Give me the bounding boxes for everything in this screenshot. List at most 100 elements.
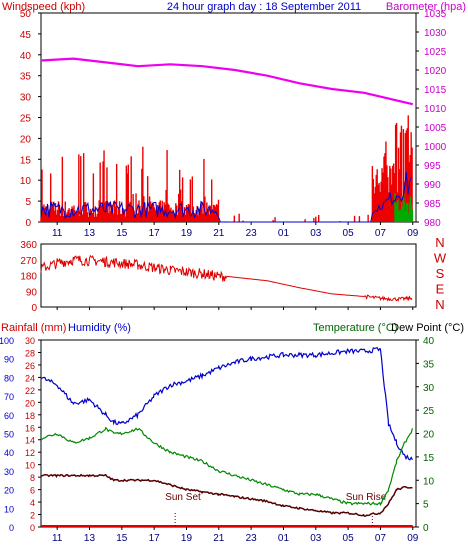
wind-y-tick: 50: [20, 9, 32, 20]
temperature-label: Temperature (°C): [313, 322, 397, 334]
baro-y-tick: 1035: [424, 9, 447, 20]
date-title: 24 hour graph day : 18 September 2011: [167, 1, 361, 13]
baro-y-tick: 1015: [424, 85, 447, 96]
x-tick-label: 17: [149, 533, 161, 544]
rain-y-tick: 20: [25, 398, 35, 408]
baro-y-tick: 995: [424, 161, 441, 172]
humidity-y-tick: 100: [0, 336, 14, 346]
baro-y-tick: 1020: [424, 66, 447, 77]
rain-y-tick: 16: [25, 423, 35, 433]
direction-y-tick: 0: [31, 303, 37, 314]
humidity-line: [40, 346, 413, 461]
humidity-y-tick: 10: [4, 504, 14, 514]
x-tick-label: 11: [52, 228, 63, 239]
x-tick-label: 01: [278, 228, 290, 239]
x-tick-label: 09: [407, 228, 419, 239]
temp-y-tick: 20: [423, 430, 435, 441]
wind-average-line: [40, 172, 412, 223]
x-tick-label: 19: [181, 533, 193, 544]
rain-y-tick: 26: [25, 361, 35, 371]
direction-y-tick: 90: [26, 287, 38, 298]
wind-y-tick: 20: [20, 134, 32, 145]
plot-frame-2: [40, 243, 417, 308]
rain-y-tick: 30: [25, 336, 35, 346]
baro-y-tick: 980: [424, 218, 441, 229]
x-tick-label: 21: [213, 533, 225, 544]
wind-y-tick: 5: [25, 197, 31, 208]
temp-y-tick: 25: [423, 406, 435, 417]
humidity-y-tick: 0: [9, 523, 14, 533]
dewpoint-line: [40, 473, 413, 517]
temp-y-tick: 10: [423, 476, 435, 487]
temp-y-tick: 15: [423, 453, 435, 464]
humidity-y-tick: 40: [4, 448, 14, 458]
rain-y-tick: 24: [25, 373, 35, 383]
temp-y-tick: 0: [423, 523, 429, 534]
temp-y-tick: 5: [423, 500, 429, 511]
wind-y-tick: 10: [20, 176, 32, 187]
sunset-label: Sun Set: [165, 492, 201, 503]
rain-y-tick: 14: [25, 436, 35, 446]
compass-label: S: [436, 266, 445, 281]
rain-y-tick: 4: [30, 498, 35, 508]
humidity-y-tick: 20: [4, 486, 14, 496]
baro-y-tick: 1005: [424, 123, 447, 134]
barometer-line: [40, 57, 414, 106]
rainfall-label: Rainfall (mm): [1, 322, 66, 334]
x-tick-label: 23: [246, 533, 258, 544]
direction-y-tick: 270: [20, 256, 37, 267]
rain-y-tick: 6: [30, 486, 35, 496]
rain-y-tick: 28: [25, 348, 35, 358]
compass-label: N: [435, 297, 444, 312]
rain-y-tick: 2: [30, 511, 35, 521]
humidity-y-tick: 90: [4, 355, 14, 365]
x-tick-label: 03: [310, 533, 322, 544]
baro-y-tick: 990: [424, 180, 441, 191]
baro-y-tick: 985: [424, 199, 441, 210]
rain-y-tick: 22: [25, 386, 35, 396]
x-tick-label: 09: [407, 533, 419, 544]
rain-y-tick: 12: [25, 448, 35, 458]
x-tick-label: 07: [375, 228, 387, 239]
x-tick-label: 13: [84, 533, 96, 544]
wind-y-tick: 45: [20, 30, 32, 41]
x-tick-label: 07: [375, 533, 387, 544]
x-tick-label: 13: [84, 228, 96, 239]
humidity-y-tick: 50: [4, 430, 14, 440]
direction-y-tick: 360: [20, 240, 37, 251]
humidity-label: Humidity (%): [68, 322, 131, 334]
humidity-y-tick: 80: [4, 373, 14, 383]
x-tick-label: 23: [246, 228, 258, 239]
x-tick-label: 05: [343, 533, 355, 544]
windspeed-title: Windspeed (kph): [2, 1, 85, 13]
temp-y-tick: 30: [423, 383, 435, 394]
plot-frame-1: [40, 12, 417, 223]
baro-y-tick: 1030: [424, 28, 447, 39]
dewpoint-label: Dew Point (°C): [391, 322, 464, 334]
temp-y-tick: 35: [423, 359, 435, 370]
rain-y-tick: 18: [25, 411, 35, 421]
baro-y-tick: 1010: [424, 104, 447, 115]
compass-label: W: [434, 251, 447, 266]
rain-y-tick: 8: [30, 473, 35, 483]
humidity-y-tick: 70: [4, 392, 14, 402]
compass-label: E: [436, 282, 445, 297]
x-tick-label: 03: [310, 228, 322, 239]
x-tick-label: 05: [343, 228, 355, 239]
compass-label: N: [435, 235, 444, 250]
baro-y-tick: 1025: [424, 47, 447, 58]
direction-y-tick: 180: [20, 272, 37, 283]
x-tick-label: 15: [116, 533, 128, 544]
wind-y-tick: 40: [20, 51, 32, 62]
temp-y-tick: 40: [423, 336, 435, 347]
x-tick-label: 01: [278, 533, 290, 544]
wind-y-tick: 15: [20, 155, 32, 166]
x-tick-label: 11: [52, 533, 63, 544]
wind-y-tick: 35: [20, 72, 32, 83]
x-tick-label: 19: [181, 228, 193, 239]
x-tick-label: 21: [213, 228, 225, 239]
wind-y-tick: 0: [25, 218, 31, 229]
sunrise-label: Sun Rise: [346, 492, 387, 503]
rain-y-tick: 0: [30, 523, 35, 533]
